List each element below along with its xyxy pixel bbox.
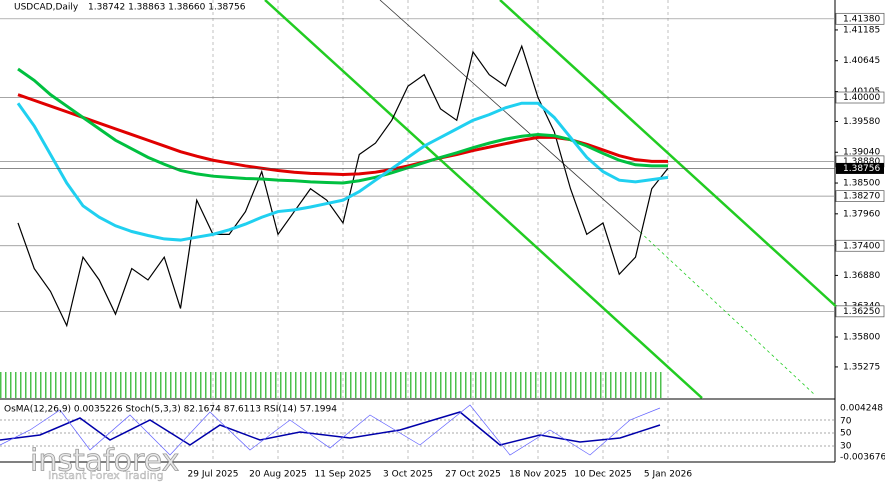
osc-line [0, 411, 661, 446]
x-tick-label: 27 Oct 2025 [445, 470, 501, 480]
symbol: USDCAD,Daily [14, 3, 79, 13]
x-tick-label: 10 Dec 2025 [574, 470, 632, 480]
osc-tick: 70 [840, 417, 852, 427]
channel-line [264, 0, 703, 399]
trend-line [639, 231, 816, 396]
level-label: 1.38270 [843, 192, 880, 202]
series-line [16, 101, 669, 242]
y-tick-label: 1.35800 [843, 332, 880, 342]
oscillator: OsMA(12,26,9) 0.0035226 Stoch(5,3,3) 82.… [0, 404, 885, 463]
volume [0, 372, 665, 398]
osc-tick: 30 [840, 442, 852, 452]
level-box [835, 12, 885, 25]
osc-tick: 0.004248 [840, 404, 883, 414]
brand-tagline: Instant Forex Trading [48, 469, 164, 482]
trend-line [379, 0, 641, 233]
y-tick-label: 1.37960 [843, 209, 880, 219]
x-tick-label: 20 Aug 2025 [249, 470, 307, 480]
y-tick-label: 1.35275 [843, 362, 880, 372]
level-label: 1.40000 [843, 93, 880, 103]
osc-line [0, 404, 661, 456]
y-tick-label: 1.41185 [843, 25, 880, 35]
level-box [835, 305, 885, 318]
x-tick-label: 18 Nov 2025 [509, 470, 567, 480]
plot-bg [0, 0, 835, 484]
x-tick-label: 11 Sep 2025 [314, 470, 371, 480]
y-tick-label: 1.40645 [843, 56, 880, 66]
level-label: 1.37400 [843, 241, 880, 251]
y-tick-label: 1.38500 [843, 179, 880, 189]
level-label: 1.41380 [843, 14, 880, 24]
y-tick-label: 1.39040 [843, 148, 880, 158]
current-price-box [836, 162, 884, 174]
level-box [835, 190, 885, 202]
x-tick-label: 3 Oct 2025 [383, 470, 433, 480]
series-line [17, 67, 668, 185]
brand-logo: instaforex [30, 444, 179, 479]
ohlc: 1.38742 1.38863 1.38660 1.38756 [88, 3, 246, 13]
y-tick-label: 1.39580 [843, 117, 880, 127]
level-box [835, 91, 885, 104]
level-label: 1.36250 [843, 307, 880, 317]
y-tick-label: 1.36880 [843, 271, 880, 281]
level-label: 1.38880 [843, 157, 880, 167]
x-tick-label: 29 Jul 2025 [188, 470, 239, 480]
channel-line [499, 0, 841, 311]
level-box [835, 239, 885, 252]
osc-tick: 50 [840, 429, 852, 439]
x-tick-label: 5 Jan 2026 [644, 470, 692, 480]
series-line [17, 44, 669, 328]
osc-tick: -0.003676 [840, 453, 885, 463]
current-price-label: 1.38756 [843, 164, 880, 174]
osc-text: OsMA(12,26,9) 0.0035226 Stoch(5,3,3) 82.… [4, 405, 337, 415]
